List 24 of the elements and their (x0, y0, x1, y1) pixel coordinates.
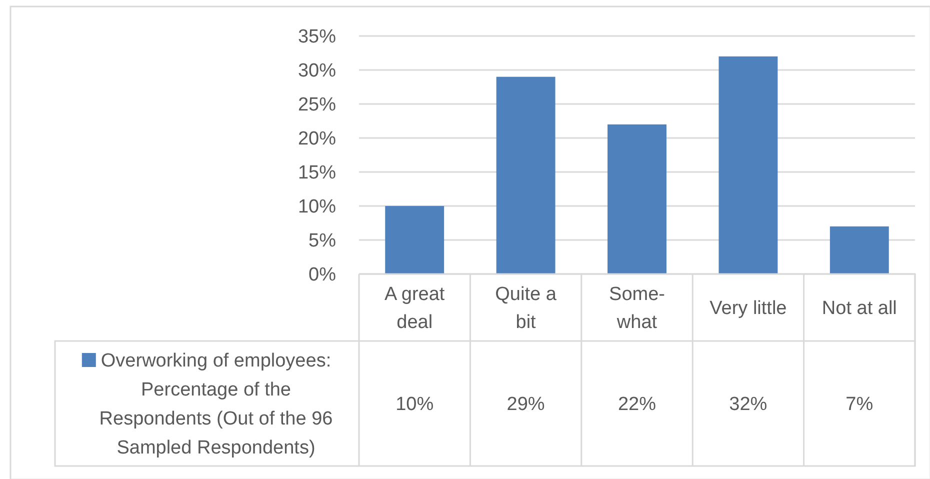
x-tick-label: A great deal (384, 284, 446, 334)
bar (718, 56, 778, 274)
x-tick-label: Quite a bit (495, 284, 557, 334)
data-label: 32% (729, 394, 768, 416)
y-tick-label: 10% (298, 196, 336, 218)
bar (496, 76, 556, 274)
y-tick-label: 20% (298, 128, 336, 150)
data-label: 29% (506, 394, 545, 416)
y-tick-label: 5% (308, 230, 336, 252)
x-tick-label: Not at all (822, 298, 897, 320)
y-tick-label: 0% (308, 264, 336, 286)
data-label: 10% (396, 394, 434, 416)
x-tick-label: Some-what (609, 284, 665, 334)
y-tick-label: 15% (298, 162, 336, 184)
y-tick-label: 35% (298, 26, 336, 48)
bar (830, 226, 889, 274)
bar (385, 206, 444, 274)
legend-label: Overworking of employees: Percentage of the Respondents (Out of the 96 Sampled Respondents) (99, 350, 333, 459)
data-label: 22% (618, 394, 656, 416)
y-tick-label: 30% (298, 60, 336, 82)
bar (608, 124, 666, 274)
x-tick-label: Very little (710, 298, 787, 320)
y-tick-label: 25% (298, 94, 336, 116)
data-label: 7% (846, 394, 874, 416)
